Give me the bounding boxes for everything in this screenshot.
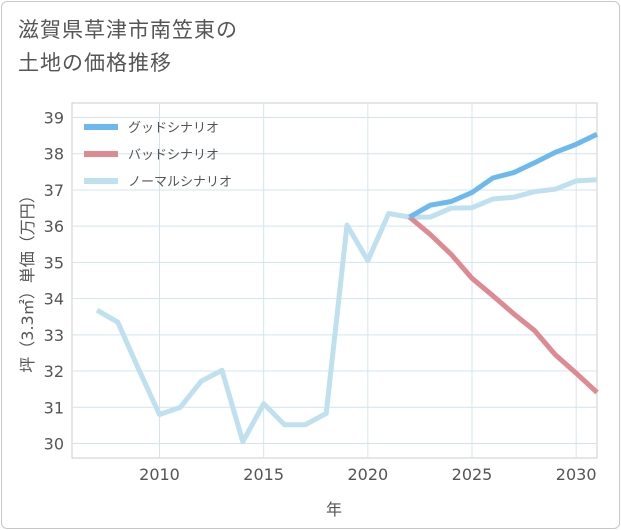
series-lines <box>95 131 599 445</box>
x-tick-2010: 2010 <box>139 465 180 484</box>
y-axis-title: 坪（3.3㎡）単価（万円） <box>18 187 37 372</box>
y-tick-39: 39 <box>44 108 64 127</box>
x-axis-title: 年 <box>326 500 342 519</box>
y-tick-33: 33 <box>44 326 64 345</box>
y-tick-35: 35 <box>44 253 64 272</box>
chart-title-line-2: 土地の価格推移 <box>18 51 172 75</box>
x-tick-2025: 2025 <box>452 465 493 484</box>
y-tick-36: 36 <box>44 217 64 236</box>
x-tick-2015: 2015 <box>243 465 284 484</box>
y-tick-38: 38 <box>44 145 64 164</box>
chart-title-line-1: 滋賀県草津市南笠東の <box>18 18 238 42</box>
y-tick-37: 37 <box>44 181 64 200</box>
y-tick-32: 32 <box>44 362 64 381</box>
x-tick-2020: 2020 <box>347 465 388 484</box>
y-tick-34: 34 <box>44 290 64 309</box>
y-tick-30: 30 <box>44 435 64 454</box>
series-line-2 <box>95 177 598 445</box>
chart-title: 滋賀県草津市南笠東の 土地の価格推移 <box>18 14 238 80</box>
y-tick-31: 31 <box>44 398 64 417</box>
x-tick-2030: 2030 <box>556 465 597 484</box>
x-tick-labels: 2010 2015 2020 2025 2030 <box>139 465 596 484</box>
legend-label-2: ノーマルシナリオ <box>128 175 232 190</box>
legend-label-0: グッドシナリオ <box>128 121 219 136</box>
legend-label-1: バッドシナリオ <box>128 148 219 163</box>
y-tick-labels: 30 31 32 33 34 35 36 37 38 39 <box>44 108 64 453</box>
series-line-0 <box>408 131 599 220</box>
series-line-1 <box>407 215 599 395</box>
